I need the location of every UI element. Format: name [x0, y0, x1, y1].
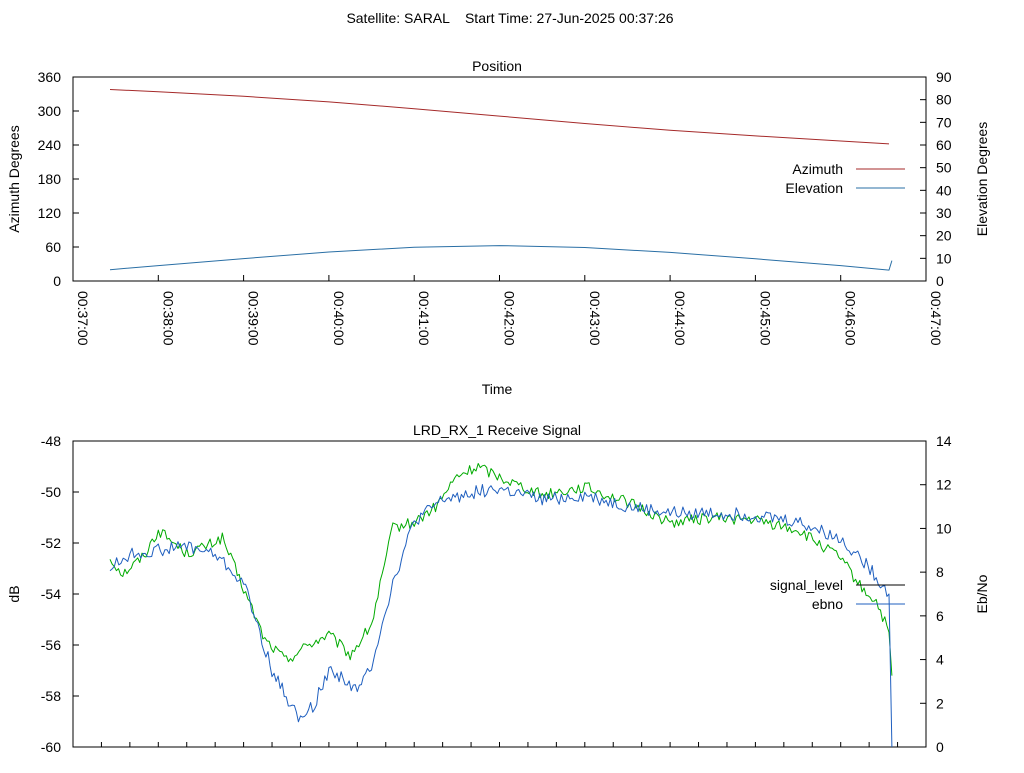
position-x-tick-label: 00:38:00	[160, 291, 176, 346]
position-y2-tick-label: 10	[936, 250, 952, 266]
signal-y-tick-label: -54	[41, 586, 61, 602]
signal-y2-tick-label: 8	[936, 564, 944, 580]
signal-y-tick-label: -50	[41, 484, 61, 500]
position-y-axis-label: Azimuth Degrees	[6, 125, 22, 232]
position-y2-tick-label: 40	[936, 182, 952, 198]
signal-y2-axis-label: Eb/No	[974, 574, 990, 613]
signal-plot-frame	[72, 440, 927, 748]
signal-legend: signal_level ebno	[770, 577, 905, 612]
position-y-tick-label: 360	[38, 69, 62, 85]
position-y-tick-label: 0	[53, 273, 61, 289]
position-x-tick-label: 00:44:00	[672, 291, 688, 346]
signal-y-axis-label: dB	[6, 585, 22, 602]
position-y2-tick-label: 80	[936, 92, 952, 108]
position-x-tick-label: 00:40:00	[331, 291, 347, 346]
position-x-tick-label: 00:37:00	[75, 291, 91, 346]
signal-chart-title: LRD_RX_1 Receive Signal	[413, 422, 581, 438]
legend-label-signal-level: signal_level	[770, 577, 843, 593]
signal-y2-tick-label: 0	[936, 739, 944, 755]
page-title: Satellite: SARAL Start Time: 27-Jun-2025…	[346, 10, 673, 26]
signal-y-tick-label: -60	[41, 739, 61, 755]
position-y-tick-label: 240	[38, 137, 62, 153]
signal-y-ticks: -60 -58 -56 -54 -52 -50 -48	[41, 433, 79, 755]
legend-label-ebno: ebno	[812, 596, 843, 612]
position-series-lines	[109, 89, 893, 271]
position-x-axis-label: Time	[482, 381, 513, 397]
signal-y2-tick-label: 4	[936, 652, 944, 668]
signal-y2-tick-label: 14	[936, 433, 952, 449]
legend-label-elevation: Elevation	[785, 180, 843, 196]
position-y-tick-label: 120	[38, 205, 62, 221]
position-x-ticks: 00:37:00 00:38:00 00:39:00 00:40:00 00:41:00…	[72, 275, 944, 346]
position-y-tick-label: 60	[45, 239, 61, 255]
position-y2-tick-label: 30	[936, 205, 952, 221]
position-x-tick-label: 00:47:00	[928, 291, 944, 346]
position-y2-axis-label: Elevation Degrees	[974, 122, 990, 236]
legend-label-azimuth: Azimuth	[792, 161, 843, 177]
signal-y2-tick-label: 10	[936, 520, 952, 536]
signal-y-tick-label: -48	[41, 433, 61, 449]
position-plot-frame	[72, 76, 927, 282]
signal-y2-tick-label: 12	[936, 477, 952, 493]
signal-y-tick-label: -58	[41, 688, 61, 704]
signal-series-lines	[109, 463, 893, 748]
position-chart-title: Position	[472, 58, 522, 74]
position-x-tick-label: 00:43:00	[587, 291, 603, 346]
position-y2-tick-label: 20	[936, 228, 952, 244]
position-x-tick-label: 00:41:00	[416, 291, 432, 346]
series-line-signal-level	[109, 463, 893, 676]
position-x-tick-label: 00:42:00	[502, 291, 518, 346]
position-x-tick-label: 00:45:00	[757, 291, 773, 346]
signal-y2-tick-label: 2	[936, 695, 944, 711]
signal-y-tick-label: -56	[41, 637, 61, 653]
position-y2-tick-label: 90	[936, 69, 952, 85]
position-y2-tick-label: 70	[936, 114, 952, 130]
series-line-ebno	[109, 484, 893, 748]
series-line-azimuth	[109, 89, 890, 145]
position-y-tick-label: 300	[38, 103, 62, 119]
position-y2-tick-label: 0	[936, 273, 944, 289]
signal-y2-ticks: 0 2 4 6 8 10 12 14	[920, 433, 952, 755]
position-y-ticks: 0 60 120 180 240 300 360	[38, 69, 79, 289]
series-line-elevation	[109, 245, 893, 271]
position-y-tick-label: 180	[38, 171, 62, 187]
signal-x-ticks	[100, 742, 899, 747]
position-y2-tick-label: 60	[936, 137, 952, 153]
position-y2-ticks: 0 10 20 30 40 50 60 70 80 90	[920, 69, 952, 289]
position-x-tick-label: 00:39:00	[246, 291, 262, 346]
position-y2-tick-label: 50	[936, 160, 952, 176]
signal-y2-tick-label: 6	[936, 608, 944, 624]
position-legend: Azimuth Elevation	[785, 161, 905, 196]
signal-chart: LRD_RX_1 Receive Signal dB Eb/No -60-58-…	[6, 422, 990, 755]
signal-y-tick-label: -52	[41, 535, 61, 551]
position-x-tick-label: 00:46:00	[843, 291, 859, 346]
position-chart: Position Azimuth Degrees Elevation Degre…	[6, 58, 990, 397]
